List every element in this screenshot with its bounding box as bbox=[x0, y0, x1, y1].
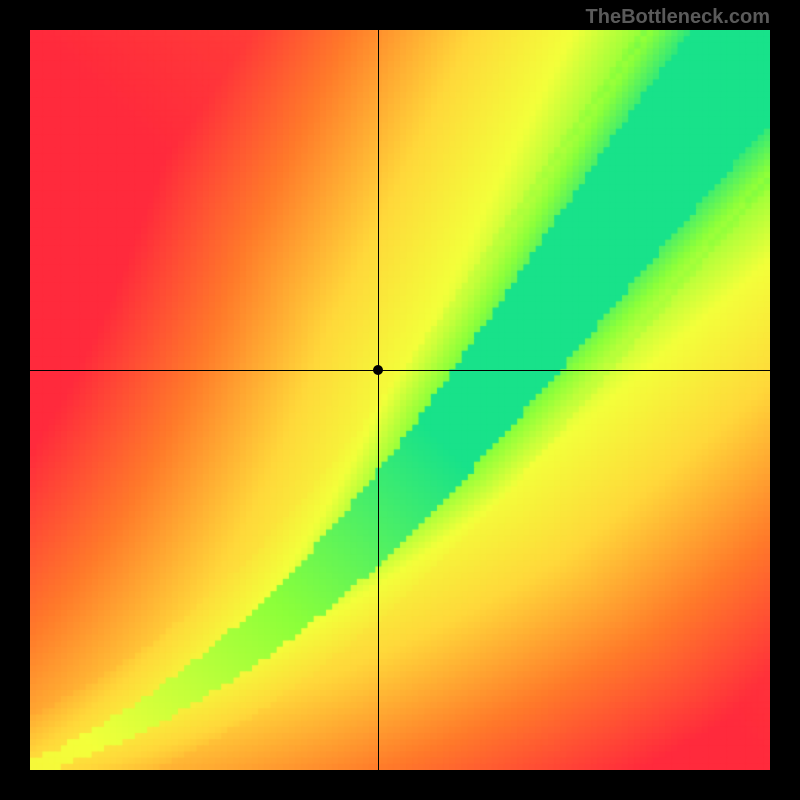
crosshair-vertical bbox=[378, 30, 379, 770]
chart-container: TheBottleneck.com bbox=[0, 0, 800, 800]
crosshair-marker bbox=[373, 365, 383, 375]
watermark-text: TheBottleneck.com bbox=[586, 6, 770, 29]
heatmap-canvas bbox=[30, 30, 770, 770]
crosshair-horizontal bbox=[30, 370, 770, 371]
plot-area bbox=[30, 30, 770, 770]
